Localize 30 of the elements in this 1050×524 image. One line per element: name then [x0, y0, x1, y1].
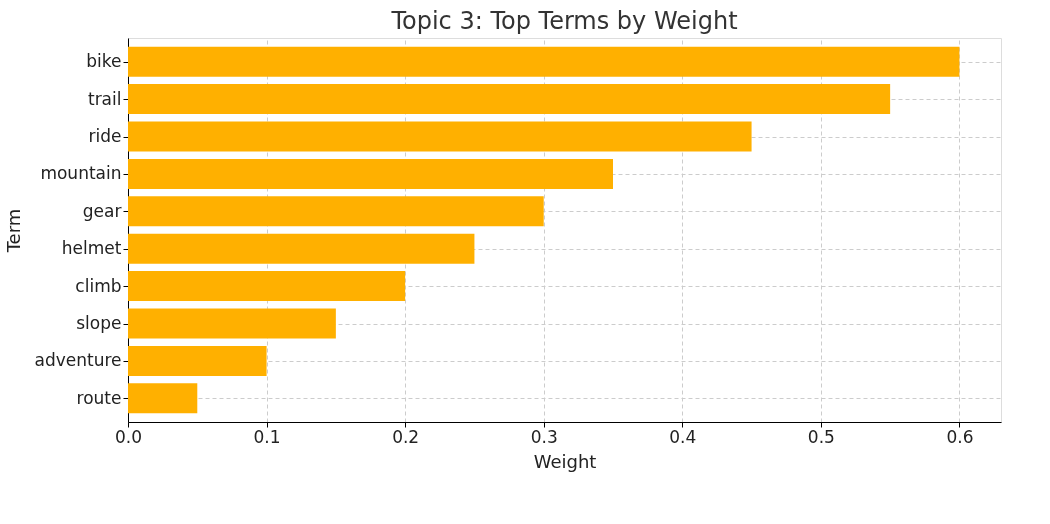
bar: [128, 271, 406, 302]
bar: [128, 345, 267, 376]
bar: [128, 46, 960, 77]
x-axis-title: Weight: [533, 450, 597, 472]
y-tick-label: trail: [87, 88, 122, 109]
x-tick-label: 0.4: [669, 426, 697, 447]
x-tick-label: 0.2: [392, 426, 420, 447]
x-tick-label: 0.5: [807, 426, 835, 447]
x-tick-label: 0.3: [530, 426, 558, 447]
bar: [128, 158, 613, 189]
bar: [128, 233, 475, 264]
chart-title: Topic 3: Top Terms by Weight: [390, 7, 738, 35]
y-tick-label: slope: [76, 313, 122, 333]
y-tick-label: route: [76, 387, 122, 408]
bar: [128, 383, 198, 414]
x-tick-label: 0.1: [253, 426, 281, 447]
y-tick-label: helmet: [61, 238, 122, 259]
y-tick-label: adventure: [34, 350, 122, 371]
y-tick-label: ride: [88, 126, 122, 146]
bar: [128, 121, 752, 152]
x-tick-label: 0.0: [114, 426, 143, 447]
y-tick-label: mountain: [40, 163, 122, 184]
y-tick-label: gear: [82, 200, 122, 221]
bar: [128, 308, 336, 339]
y-tick-label: climb: [75, 275, 122, 296]
y-tick-label: bike: [86, 51, 122, 72]
bar: [128, 84, 891, 115]
bar: [128, 196, 544, 227]
x-tick-label: 0.6: [946, 426, 974, 447]
y-axis-title: Term: [3, 208, 25, 254]
